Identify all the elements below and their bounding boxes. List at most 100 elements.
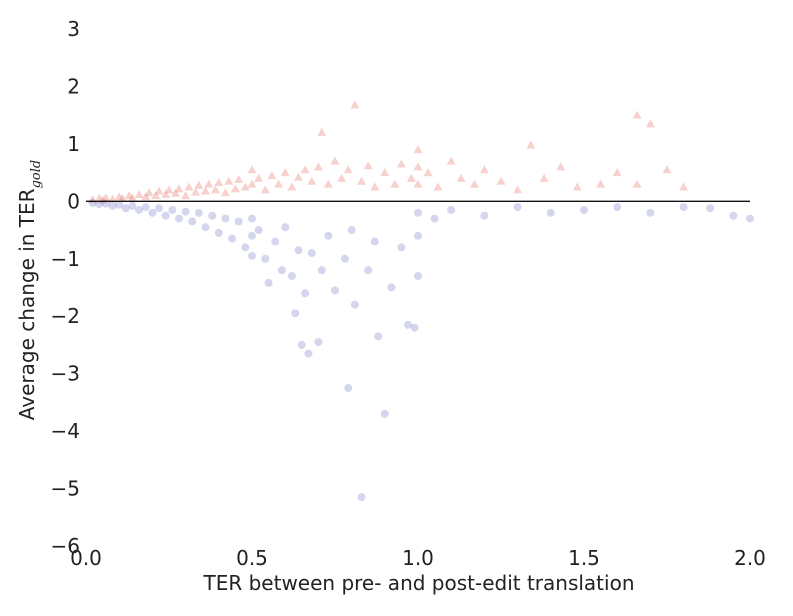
increase-point [101,193,111,202]
x-tick-label: 1.0 [402,546,434,570]
increase-point [390,179,400,188]
decrease-point [208,211,217,220]
decrease-point [380,409,389,418]
decrease-point [148,208,157,217]
increase-point [230,184,240,193]
decrease-point [128,201,137,210]
increase-point [274,179,284,188]
y-tick-label: −1 [51,247,80,271]
decrease-point [121,204,130,213]
increase-point [184,182,194,191]
increase-point [357,176,367,185]
increase-point [526,140,536,149]
decrease-point [291,309,300,318]
increase-point [164,185,174,194]
series-increase-points [88,100,689,204]
increase-point [174,184,184,193]
y-tick-label: 2 [67,74,80,98]
decrease-point [261,254,270,263]
increase-point [234,175,244,184]
increase-point [224,176,234,185]
series-decrease-points [88,199,754,502]
increase-point [413,179,423,188]
decrease-point [347,226,356,235]
increase-point [317,127,327,136]
decrease-point [241,243,250,252]
y-tick-labels: 3 2 1 0 −1 −2 −3 −4 −5 −6 [51,17,80,558]
increase-point [645,119,655,128]
increase-point [456,173,466,182]
decrease-point [746,214,754,223]
decrease-point [414,231,422,240]
increase-point [118,193,128,202]
decrease-point [324,231,333,240]
increase-point [313,162,323,171]
increase-point [171,188,181,197]
decrease-point [155,204,164,213]
decrease-point [646,208,655,217]
increase-point [337,173,347,182]
decrease-point [387,283,396,292]
decrease-point [331,286,339,295]
increase-point [496,176,506,185]
increase-point [151,191,161,200]
increase-point [191,187,201,196]
decrease-point [297,340,306,349]
decrease-point [414,208,422,217]
increase-point [370,182,380,191]
increase-point [127,193,137,202]
increase-point [267,170,277,179]
y-tick-label: −5 [51,477,80,501]
decrease-point [221,214,230,223]
decrease-point [679,203,688,212]
increase-point [201,186,211,195]
increase-point [240,182,250,191]
decrease-point [228,234,237,243]
increase-point [406,173,416,182]
y-axis-label-subscript: gold [29,160,44,189]
decrease-point [580,205,588,214]
increase-point [114,192,124,201]
decrease-point [546,208,555,217]
decrease-point [234,217,243,226]
decrease-point [357,493,366,502]
increase-point [343,165,353,174]
x-tick-labels: 0.0 0.5 1.0 1.5 2.0 [70,546,766,570]
increase-point [124,191,134,200]
x-tick-label: 2.0 [734,546,766,570]
increase-point [363,161,373,170]
decrease-point [281,223,290,232]
decrease-point [410,323,419,332]
decrease-point [430,214,439,223]
decrease-point [161,211,170,220]
increase-point [247,165,257,174]
increase-point [293,172,303,181]
x-axis-label: TER between pre- and post-edit translati… [203,571,635,595]
decrease-point [307,249,316,258]
increase-point [350,100,360,109]
decrease-point [248,251,256,260]
increase-point [632,179,642,188]
decrease-point [294,246,303,255]
increase-point [220,188,230,197]
decrease-point [513,203,522,212]
decrease-point [729,211,738,220]
decrease-point [135,205,144,214]
increase-point [469,179,479,188]
y-tick-label: −2 [51,304,80,328]
increase-point [154,186,164,195]
increase-point [433,182,443,191]
increase-point [513,185,523,194]
decrease-point [304,349,313,358]
decrease-point [141,203,150,212]
increase-point [181,191,191,200]
decrease-point [88,199,97,208]
increase-point [380,168,390,177]
increase-point [423,168,433,177]
increase-point [479,165,489,174]
decrease-point [370,237,379,246]
decrease-point [214,228,223,237]
y-tick-label: 0 [67,189,80,213]
increase-point [632,110,642,119]
